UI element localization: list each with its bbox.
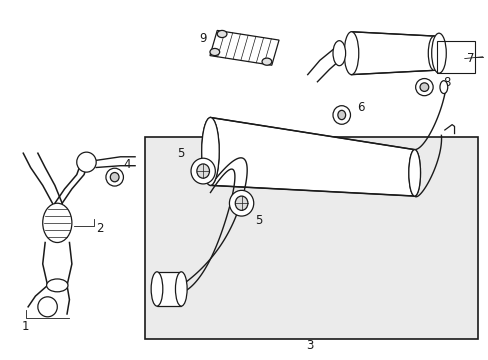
- Ellipse shape: [337, 111, 345, 120]
- Ellipse shape: [175, 272, 187, 306]
- Ellipse shape: [332, 106, 350, 124]
- Ellipse shape: [201, 117, 219, 185]
- Ellipse shape: [217, 31, 226, 37]
- Ellipse shape: [262, 58, 271, 65]
- Ellipse shape: [415, 78, 432, 96]
- Text: 6: 6: [357, 101, 364, 114]
- Text: 9: 9: [199, 32, 206, 45]
- Ellipse shape: [235, 196, 247, 210]
- Ellipse shape: [439, 81, 447, 94]
- Ellipse shape: [38, 297, 57, 317]
- Ellipse shape: [344, 32, 358, 75]
- Text: 5: 5: [254, 214, 262, 227]
- Text: 8: 8: [442, 76, 449, 89]
- Polygon shape: [209, 31, 279, 65]
- Ellipse shape: [431, 33, 446, 73]
- Ellipse shape: [332, 41, 345, 66]
- Bar: [157, 272, 181, 306]
- Text: 4: 4: [123, 158, 130, 171]
- Bar: [144, 137, 477, 339]
- Ellipse shape: [229, 190, 253, 216]
- Bar: [436, 41, 474, 73]
- Polygon shape: [351, 32, 433, 75]
- Ellipse shape: [191, 158, 215, 184]
- Ellipse shape: [201, 117, 219, 185]
- Text: 2: 2: [96, 222, 103, 235]
- Ellipse shape: [46, 279, 68, 292]
- Ellipse shape: [408, 150, 420, 196]
- Ellipse shape: [197, 164, 209, 178]
- Polygon shape: [210, 117, 414, 196]
- Text: 3: 3: [306, 338, 313, 351]
- Text: 7: 7: [466, 52, 473, 65]
- Ellipse shape: [151, 272, 163, 306]
- Ellipse shape: [106, 168, 123, 186]
- Ellipse shape: [427, 36, 439, 70]
- Ellipse shape: [408, 150, 420, 196]
- Ellipse shape: [42, 203, 72, 243]
- Ellipse shape: [419, 83, 428, 91]
- Text: 5: 5: [177, 147, 184, 160]
- Text: 1: 1: [22, 320, 29, 333]
- Ellipse shape: [209, 49, 219, 55]
- Ellipse shape: [110, 172, 119, 182]
- Ellipse shape: [77, 152, 96, 172]
